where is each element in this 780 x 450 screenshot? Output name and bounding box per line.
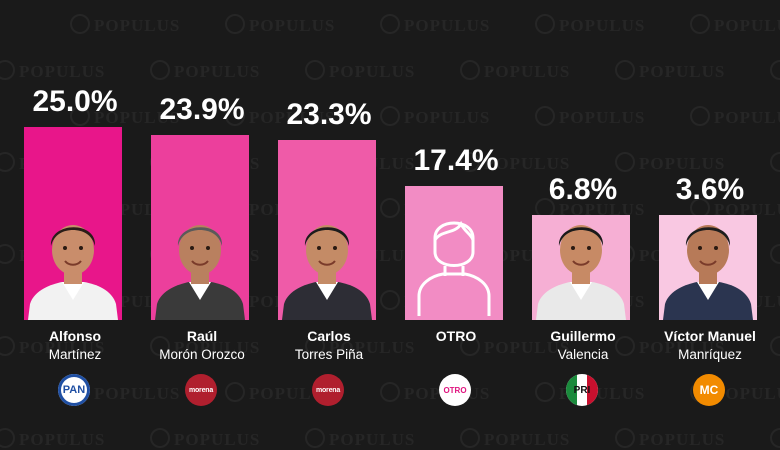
candidate-first-name: Raúl [186,328,218,344]
candidate-first-name: Guillermo [550,328,616,344]
watermark-logo-icon [0,428,15,448]
watermark-text: POPULUS [770,152,780,174]
pri-red-stripe [587,374,598,406]
candidate-last-name: Martínez [48,347,102,362]
watermark-text: POPULUS [770,60,780,82]
party-logo-pri-icon: PRI [566,374,598,406]
candidate-column: 17.4% OTRO OTRO [401,0,511,450]
watermark-logo-icon [0,244,15,264]
bar-value-label: 17.4% [413,144,499,177]
candidate-photo-icon [282,225,372,320]
candidate-photo-icon [155,225,245,320]
candidate-first-name: Alfonso [48,328,102,344]
candidate-first-name: Carlos [307,328,351,344]
party-logo-pan-icon: PAN [58,374,90,406]
watermark-logo-icon [0,60,15,80]
candidate-first-name: Víctor Manuel [664,328,756,344]
candidate-last-name: Morón Orozco [159,347,245,362]
party-logo-text: morena [315,386,341,394]
candidate-photo-icon [28,225,118,320]
bar [151,135,249,320]
watermark-text: POPULUS [770,428,780,450]
candidate-column: 23.9% Raúl Morón Orozco morena [147,0,257,450]
candidate-photo-icon [663,225,753,320]
party-logo-morena-icon: morena [312,374,344,406]
candidate-column: 25.0% Alfonso Martínez PAN [20,0,130,450]
bar [405,186,503,320]
watermark-logo-icon [0,152,15,172]
bar [24,127,122,320]
party-logo-text: PRI [573,384,591,396]
party-logo-morena-icon: morena [185,374,217,406]
watermark-logo-icon [770,152,780,172]
watermark-logo-icon [770,428,780,448]
watermark-logo-icon [770,244,780,264]
party-logo-text: MC [699,383,719,397]
candidate-last-name: Valencia [557,347,609,362]
party-logo-text: morena [188,386,214,394]
watermark-logo-icon [770,60,780,80]
party-logo-text: OTRO [443,385,467,395]
bar-value-label: 25.0% [32,85,118,118]
candidate-column: 3.6% Víctor Manuel Manríquez MC [655,0,765,450]
candidate-column: 6.8% Guillermo Valencia PRI [528,0,638,450]
bar-value-label: 6.8% [548,173,618,206]
bar [532,215,630,320]
candidate-last-name: Torres Piña [294,347,364,362]
bar-value-label: 3.6% [675,173,745,206]
party-logo-otro-icon: OTRO [439,374,471,406]
bar-value-label: 23.9% [159,93,245,126]
candidate-first-name: OTRO [435,328,477,344]
candidate-photo-icon [536,225,626,320]
party-logo-mc-icon: MC [693,374,725,406]
party-logo-text: PAN [62,384,86,396]
bar [659,215,757,320]
pri-green-stripe [566,374,577,406]
generic-person-outline-icon [417,220,491,316]
watermark-text: POPULUS [770,244,780,266]
bar-value-label: 23.3% [286,98,372,131]
candidate-column: 23.3% Carlos Torres Piña morena [274,0,384,450]
candidate-last-name: Manríquez [678,347,742,362]
bar [278,140,376,320]
